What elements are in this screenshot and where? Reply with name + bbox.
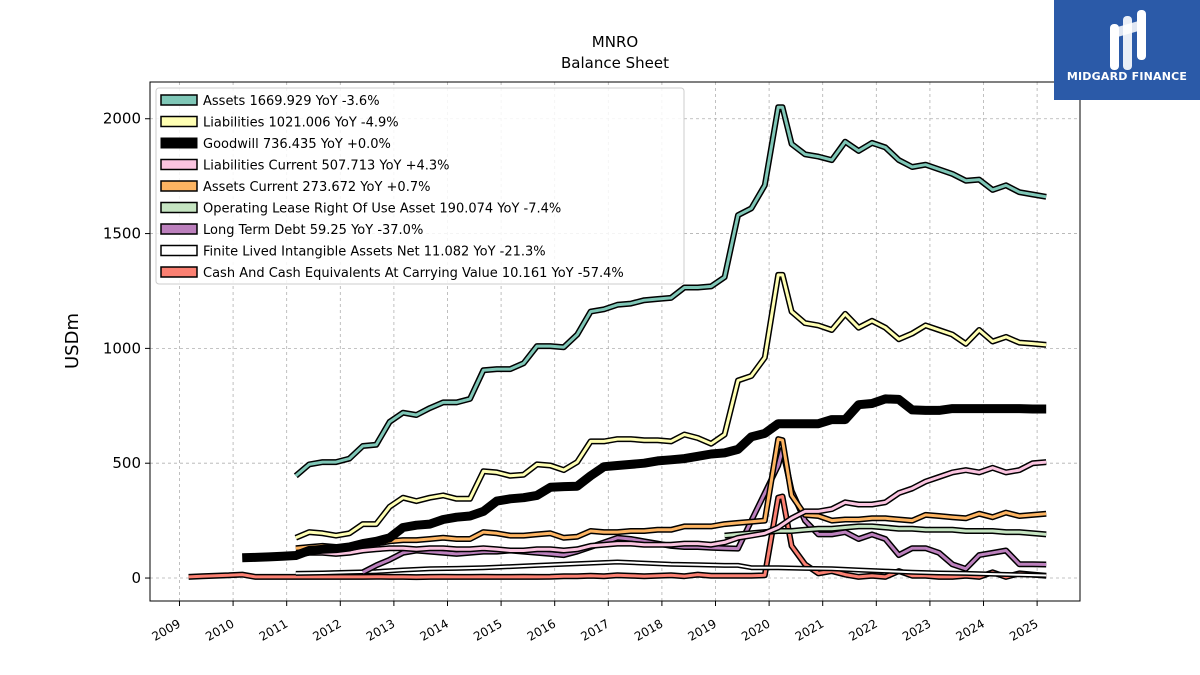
legend-swatch — [160, 180, 198, 192]
legend-label: Long Term Debt 59.25 YoY -37.0% — [203, 223, 423, 238]
x-tick-label: 2011 — [257, 616, 290, 643]
x-tick-label: 2025 — [1007, 616, 1040, 643]
x-tick-label: 2009 — [150, 616, 183, 643]
legend: Assets 1669.929 YoY -3.6% Liabilities 102… — [155, 87, 685, 285]
x-tick-label: 2020 — [739, 616, 772, 643]
legend-swatch — [160, 115, 198, 128]
legend-swatch — [160, 244, 198, 257]
legend-swatch — [160, 137, 198, 149]
series-line — [295, 460, 1047, 557]
legend-label: Goodwill 736.435 YoY +0.0% — [203, 137, 391, 152]
legend-swatch — [160, 158, 198, 171]
series-line — [294, 105, 1047, 477]
legend-label: Liabilities 1021.006 YoY -4.9% — [203, 116, 399, 131]
legend-label: Finite Lived Intangible Assets Net 11.08… — [203, 245, 546, 260]
x-tick-label: 2021 — [793, 616, 826, 643]
series-liabilities — [294, 271, 1047, 541]
series-line — [242, 394, 1047, 563]
legend-label: Assets Current 273.672 YoY +0.7% — [203, 180, 430, 195]
legend-label: Assets 1669.929 YoY -3.6% — [203, 94, 380, 109]
series-line — [724, 524, 1047, 538]
y-tick-label: 500 — [112, 454, 141, 472]
y-tick-label: 1500 — [103, 225, 141, 243]
series-line — [295, 273, 1047, 540]
legend-swatch — [160, 201, 198, 214]
legend-swatch — [160, 94, 198, 106]
series-layer — [188, 104, 1047, 581]
legend-label: Liabilities Current 507.713 YoY +4.3% — [203, 159, 450, 174]
x-tick-label: 2013 — [364, 616, 397, 643]
series-goodwill — [242, 394, 1047, 563]
x-tick-label: 2019 — [686, 616, 719, 643]
chart-title: MNRO — [592, 33, 638, 51]
midgard-logo-icon — [1110, 10, 1146, 70]
x-tick-label: 2024 — [954, 616, 987, 643]
plot-frame — [149, 81, 1081, 602]
legend-swatch — [160, 266, 198, 278]
legend-box — [155, 87, 685, 285]
x-tick-label: 2017 — [578, 616, 611, 643]
legend-label: Operating Lease Right Of Use Asset 190.0… — [203, 202, 561, 217]
x-tick-label: 2015 — [471, 616, 504, 643]
x-tick-label: 2022 — [846, 616, 879, 643]
y-tick-label: 0 — [131, 569, 141, 587]
y-axis-label: USDm — [62, 313, 83, 369]
legend-label: Cash And Cash Equivalents At Carrying Va… — [203, 266, 624, 281]
x-tick-label: 2010 — [203, 616, 236, 643]
chart-subtitle: Balance Sheet — [561, 54, 669, 72]
y-tick-label: 1000 — [103, 339, 141, 357]
series-liabilities-current — [295, 459, 1047, 559]
series-operating-lease-right-of-use-asset — [724, 523, 1047, 539]
brand-name: MIDGARD FINANCE — [1066, 70, 1188, 83]
y-tick-label: 2000 — [103, 110, 141, 128]
series-line — [362, 447, 1047, 574]
series-finite-lived-intangible-assets-net — [295, 559, 1047, 578]
series-assets-current — [295, 436, 1047, 552]
x-tick-label: 2018 — [632, 616, 665, 643]
series-line — [295, 561, 1047, 577]
legend-swatch — [160, 223, 198, 235]
series-assets — [293, 104, 1047, 479]
x-tick-label: 2023 — [900, 616, 933, 643]
brand-badge: MIDGARD FINANCE — [1054, 0, 1200, 100]
series-line — [295, 437, 1047, 550]
x-tick-label: 2012 — [310, 616, 343, 643]
x-tick-label: 2016 — [525, 616, 558, 643]
x-tick-label: 2014 — [418, 616, 451, 643]
series-long-term-debt — [361, 446, 1047, 575]
